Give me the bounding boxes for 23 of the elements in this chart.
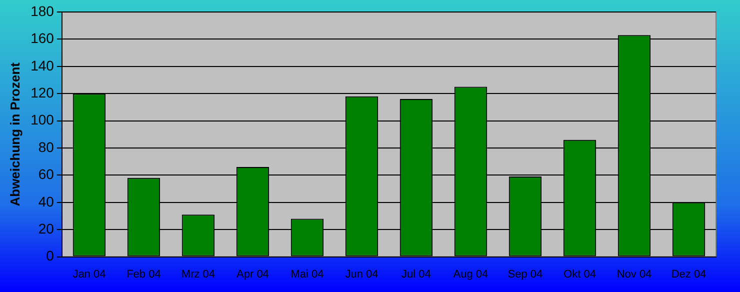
x-tick-label: Dez 04 [671, 268, 706, 280]
x-tick-label: Mai 04 [290, 268, 324, 280]
x-tick-label: Feb 04 [126, 268, 161, 280]
y-tick-label: 140 [30, 57, 54, 74]
x-tick-label: Jun 04 [345, 268, 378, 280]
x-tick-label: Apr 04 [236, 268, 269, 280]
x-tick-label: Mrz 04 [181, 268, 216, 280]
y-tick-label: 40 [38, 193, 54, 210]
x-tick-label: Jul 04 [402, 268, 431, 280]
y-tick-label: 80 [38, 138, 54, 155]
y-tick-label: 0 [46, 248, 54, 264]
y-tick-label: 100 [30, 112, 54, 128]
x-tick-label: Jan 04 [72, 268, 106, 280]
x-tick-label: Okt 04 [564, 268, 596, 280]
y-tick-label: 60 [38, 166, 54, 182]
x-tick-label: Sep 04 [508, 268, 543, 280]
y-tick-label: 160 [30, 30, 54, 46]
x-tick-label: Aug 04 [453, 268, 488, 280]
y-tick-label: 120 [30, 84, 54, 100]
y-axis-title: Abweichung in Prozent [7, 62, 22, 206]
x-tick-label: Nov 04 [616, 268, 652, 280]
y-tick-label: 20 [38, 220, 54, 236]
y-tick-label: 180 [30, 2, 54, 19]
